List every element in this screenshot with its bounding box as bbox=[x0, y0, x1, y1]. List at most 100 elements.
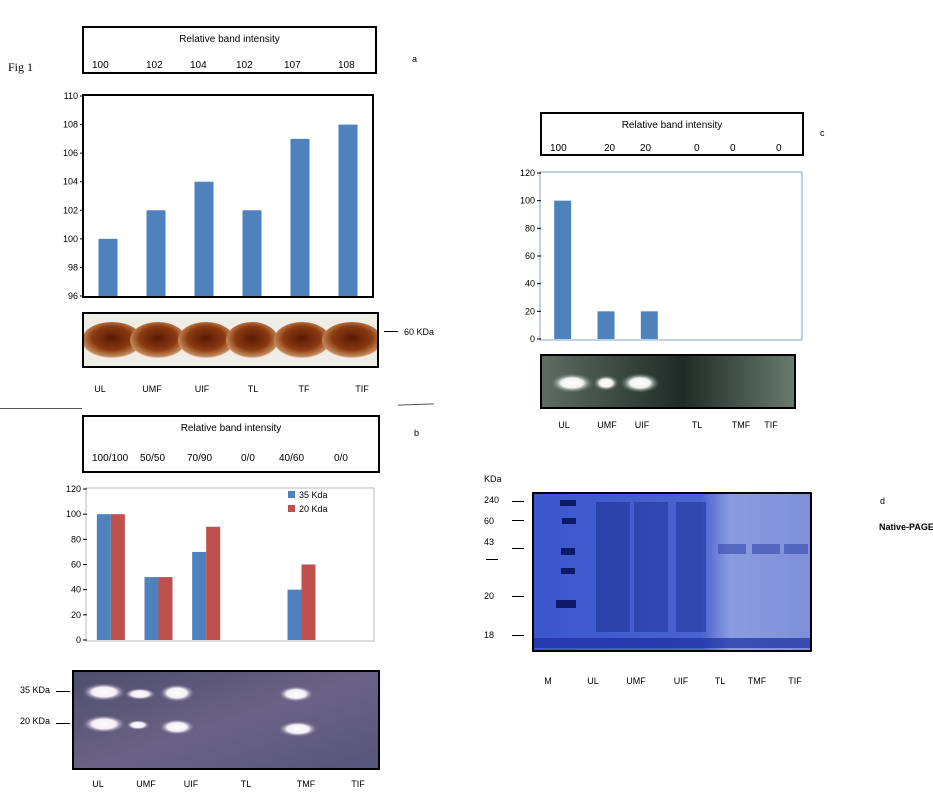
plot-frame bbox=[539, 171, 803, 341]
lane-label: TL bbox=[691, 420, 703, 430]
bar bbox=[242, 210, 262, 296]
lane-label: UL bbox=[587, 676, 599, 686]
panel-letter-b: b bbox=[414, 428, 420, 438]
bar bbox=[158, 577, 173, 640]
y-tick-label: 100 bbox=[63, 234, 78, 244]
y-tick-label: 60 bbox=[525, 251, 535, 261]
lane-label: UL bbox=[558, 420, 570, 430]
y-tick-label: 0 bbox=[530, 334, 535, 344]
y-tick-label: 80 bbox=[71, 534, 81, 544]
intensity-value: 102 bbox=[236, 60, 253, 71]
gel-bands bbox=[542, 356, 794, 407]
marker-tick bbox=[512, 548, 524, 549]
marker-tick bbox=[56, 723, 70, 724]
intensity-value: 100 bbox=[550, 143, 567, 154]
panel-c-intensity-box: Relative band intensity 100 20 20 0 0 0 bbox=[540, 112, 804, 156]
lane-label: UIF bbox=[194, 384, 210, 394]
bar bbox=[554, 200, 572, 339]
lane-label: TL bbox=[240, 779, 252, 789]
lane-label: TL bbox=[714, 676, 726, 686]
lane-label: UMF bbox=[136, 779, 156, 789]
bar bbox=[192, 551, 207, 640]
legend-swatch bbox=[288, 505, 295, 512]
native-page-gel-image bbox=[532, 492, 812, 652]
intensity-value: 0/0 bbox=[334, 453, 348, 464]
y-tick-label: 108 bbox=[63, 120, 78, 130]
y-tick-label: 20 bbox=[525, 306, 535, 316]
gel-marker-label: 20 KDa bbox=[20, 716, 51, 726]
panel-b-gel-image bbox=[72, 670, 380, 770]
legend-label: 20 Kda bbox=[299, 504, 328, 514]
gel-marker-label: 35 KDa bbox=[20, 685, 51, 695]
lane-label: UMF bbox=[142, 384, 162, 394]
intensity-value: 0/0 bbox=[241, 453, 255, 464]
intensity-value: 102 bbox=[146, 60, 163, 71]
y-tick-label: 120 bbox=[520, 168, 535, 178]
intensity-value: 20 bbox=[604, 143, 616, 154]
gel-bands bbox=[84, 322, 377, 358]
legend-swatch bbox=[288, 491, 295, 498]
intensity-value: 100/100 bbox=[92, 453, 129, 464]
panel-letter-a: a bbox=[412, 54, 418, 64]
y-tick-label: 102 bbox=[63, 205, 78, 215]
panel-a-gel-image bbox=[82, 312, 379, 368]
bar bbox=[287, 589, 302, 640]
panel-c-gel-image bbox=[540, 354, 796, 409]
y-tick-label: 80 bbox=[525, 223, 535, 233]
bar bbox=[290, 138, 310, 296]
intensity-value: 104 bbox=[190, 60, 207, 71]
intensity-value: 40/60 bbox=[279, 453, 305, 464]
bar bbox=[98, 238, 118, 296]
y-tick-label: 110 bbox=[64, 91, 78, 101]
lane-label: TL bbox=[247, 384, 259, 394]
marker-size: 240 bbox=[484, 495, 500, 505]
intensity-title: Relative band intensity bbox=[179, 34, 280, 45]
bar bbox=[301, 564, 316, 640]
bar bbox=[96, 514, 111, 640]
marker-size: 60 bbox=[484, 516, 495, 526]
panel-a-bar-chart: 96 98 100 102 104 106 108 110 bbox=[63, 91, 374, 301]
panel-c-bar-chart: 0 20 40 60 80 100 120 bbox=[520, 168, 803, 344]
lane-label: TF bbox=[298, 384, 310, 394]
plot-frame bbox=[82, 94, 374, 298]
gel-bands bbox=[74, 672, 378, 768]
lane-label: UIF bbox=[634, 420, 650, 430]
y-tick-label: 0 bbox=[76, 635, 81, 645]
intensity-title: Relative band intensity bbox=[180, 423, 282, 434]
y-tick-label: 104 bbox=[63, 177, 78, 187]
y-tick-label: 98 bbox=[68, 262, 78, 272]
marker-tick bbox=[512, 501, 524, 502]
intensity-title: Relative band intensity bbox=[621, 120, 723, 131]
lane-label: M bbox=[544, 676, 552, 686]
intensity-value: 0 bbox=[776, 143, 782, 154]
lane-label: UL bbox=[94, 384, 106, 394]
figure-label: Fig 1 bbox=[8, 60, 34, 74]
lane-label: TIF bbox=[788, 676, 802, 686]
intensity-value: 70/90 bbox=[187, 453, 213, 464]
panel-letter-d: d bbox=[880, 496, 886, 506]
marker-tick bbox=[56, 691, 70, 692]
gel-marker-label: 60 KDa bbox=[404, 327, 435, 337]
marker-tick bbox=[512, 596, 524, 597]
y-tick-label: 120 bbox=[66, 484, 81, 494]
intensity-value: 50/50 bbox=[140, 453, 166, 464]
lane-label: UIF bbox=[183, 779, 199, 789]
intensity-value: 0 bbox=[730, 143, 736, 154]
intensity-value: 20 bbox=[640, 143, 652, 154]
lane-label: UMF bbox=[626, 676, 646, 686]
lane-label: TIF bbox=[355, 384, 369, 394]
unit-label: KDa bbox=[484, 474, 502, 484]
marker-tick bbox=[384, 331, 398, 332]
intensity-value: 100 bbox=[92, 60, 109, 71]
bar bbox=[144, 577, 159, 640]
y-tick-label: 106 bbox=[63, 148, 78, 158]
lane-label: UIF bbox=[673, 676, 689, 686]
y-tick-label: 96 bbox=[68, 291, 78, 301]
legend-label: 35 Kda bbox=[299, 490, 328, 500]
marker-size: 43 bbox=[484, 537, 495, 547]
intensity-value: 107 bbox=[284, 60, 301, 71]
intensity-value: 108 bbox=[338, 60, 355, 71]
y-tick-label: 40 bbox=[71, 585, 81, 595]
lane-label: TIF bbox=[351, 779, 365, 789]
bar bbox=[146, 210, 166, 296]
